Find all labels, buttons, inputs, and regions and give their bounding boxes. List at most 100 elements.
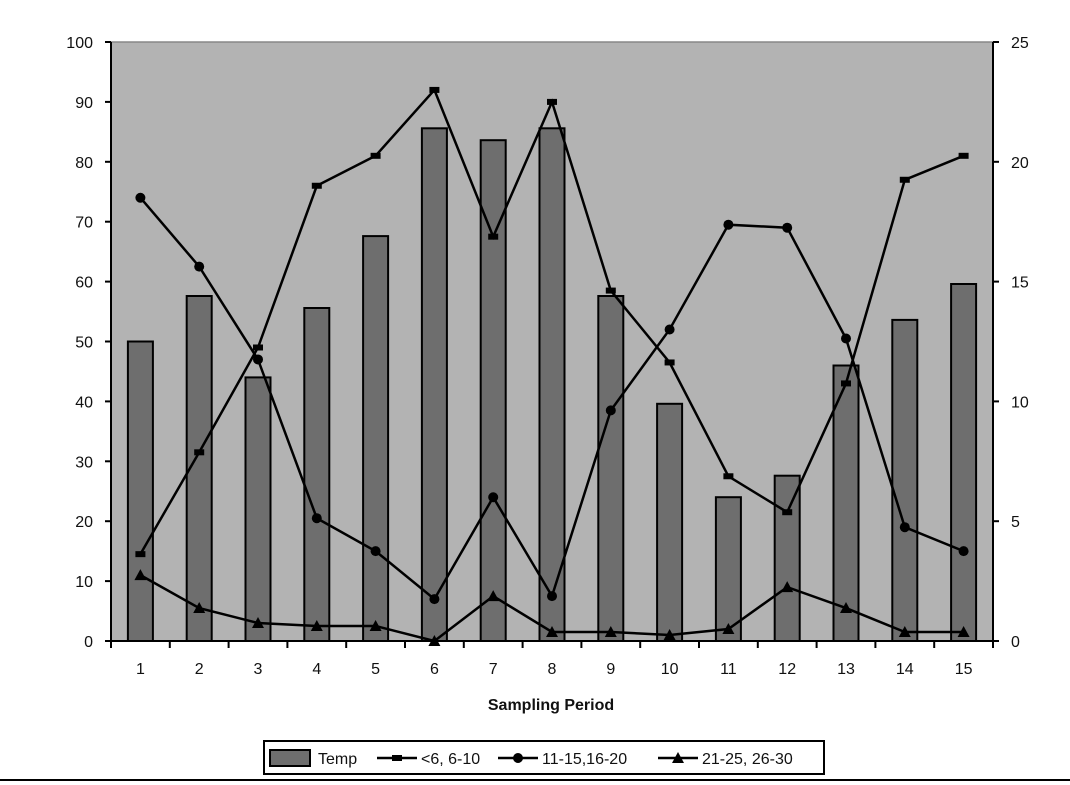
y-tick-label-left-10: 10 bbox=[75, 574, 93, 591]
y-tick-label-left-100: 100 bbox=[66, 35, 93, 52]
point-series-2-3 bbox=[253, 354, 263, 365]
y-tick-label-left-0: 0 bbox=[84, 634, 93, 651]
point-series-3-9 bbox=[604, 626, 617, 638]
y-tick-label-right-10: 10 bbox=[1011, 394, 1029, 411]
legend-label-series-1: <6, 6-10 bbox=[421, 751, 480, 768]
x-tick-label-2: 2 bbox=[195, 661, 204, 678]
x-tick-label-5: 5 bbox=[371, 661, 380, 678]
x-tick-label-12: 12 bbox=[778, 661, 796, 678]
lines-layer bbox=[134, 86, 970, 646]
point-series-1-1 bbox=[135, 551, 146, 558]
point-series-3-11 bbox=[722, 623, 735, 635]
legend-marker-series-1 bbox=[392, 755, 402, 761]
bar-temp-15 bbox=[950, 283, 978, 642]
point-series-3-2 bbox=[193, 602, 206, 614]
legend-swatch-temp bbox=[269, 749, 311, 767]
bar-temp-6 bbox=[420, 127, 448, 643]
x-tick-label-15: 15 bbox=[955, 661, 973, 678]
point-series-3-4 bbox=[310, 620, 323, 632]
point-series-1-6 bbox=[429, 86, 440, 93]
point-series-2-1 bbox=[135, 192, 146, 203]
point-series-3-3 bbox=[252, 617, 264, 629]
point-series-2-11 bbox=[723, 219, 734, 230]
legend-label-temp: Temp bbox=[318, 751, 357, 768]
bar-temp-7 bbox=[479, 139, 507, 642]
point-series-3-13 bbox=[840, 602, 852, 614]
bar-temp-8 bbox=[538, 127, 566, 643]
y-tick-label-left-90: 90 bbox=[75, 95, 93, 112]
y-tick-label-left-30: 30 bbox=[75, 454, 93, 471]
bar-temp-13 bbox=[832, 364, 860, 642]
x-tick-label-14: 14 bbox=[896, 661, 914, 678]
y-tick-label-left-20: 20 bbox=[75, 514, 93, 531]
point-series-2-12 bbox=[782, 222, 793, 233]
point-series-1-2 bbox=[194, 449, 205, 456]
point-series-1-3 bbox=[253, 344, 263, 351]
point-series-1-12 bbox=[782, 509, 793, 516]
point-series-2-13 bbox=[841, 333, 851, 344]
bar-temp-11 bbox=[714, 496, 742, 643]
x-tick-label-8: 8 bbox=[548, 661, 557, 678]
y-tick-label-left-80: 80 bbox=[75, 155, 93, 172]
point-series-3-10 bbox=[663, 629, 676, 641]
point-series-2-8 bbox=[547, 591, 557, 602]
x-tick-label-1: 1 bbox=[136, 661, 145, 678]
legend: Temp <6, 6-10 11-15,16-20 21-25, 26-30 bbox=[263, 740, 825, 775]
legend-marker-series-3 bbox=[672, 752, 684, 763]
y-tick-label-left-60: 60 bbox=[75, 275, 93, 292]
y-tick-label-right-15: 15 bbox=[1011, 275, 1029, 292]
point-series-2-7 bbox=[488, 492, 499, 503]
bar-temp-12 bbox=[773, 474, 801, 643]
x-tick-label-3: 3 bbox=[254, 661, 263, 678]
legend-box bbox=[263, 740, 825, 775]
point-series-1-7 bbox=[488, 233, 499, 240]
x-axis-title: Sampling Period bbox=[488, 697, 614, 714]
y-tick-label-left-40: 40 bbox=[75, 394, 93, 411]
bar-temp-9 bbox=[597, 295, 625, 642]
point-series-3-15 bbox=[957, 626, 970, 638]
point-series-2-15 bbox=[958, 546, 969, 557]
point-series-1-10 bbox=[664, 359, 675, 366]
point-series-3-14 bbox=[898, 626, 911, 638]
y-tick-label-right-0: 0 bbox=[1011, 634, 1020, 651]
point-series-1-5 bbox=[370, 152, 381, 159]
point-series-3-8 bbox=[546, 626, 558, 638]
y-tick-label-right-5: 5 bbox=[1011, 514, 1020, 531]
bar-temp-1 bbox=[126, 340, 154, 642]
point-series-1-15 bbox=[958, 152, 969, 159]
point-series-2-5 bbox=[370, 546, 381, 557]
x-tick-label-7: 7 bbox=[489, 661, 498, 678]
point-series-1-4 bbox=[311, 182, 322, 189]
bar-temp-14 bbox=[891, 318, 919, 642]
bar-temp-4 bbox=[303, 307, 331, 642]
point-series-1-13 bbox=[841, 380, 851, 387]
bars-layer bbox=[126, 127, 978, 643]
point-series-2-4 bbox=[311, 513, 322, 524]
legend-marker-series-2 bbox=[513, 753, 523, 763]
point-series-2-14 bbox=[899, 522, 910, 533]
x-tick-label-10: 10 bbox=[661, 661, 679, 678]
bar-temp-3 bbox=[244, 376, 272, 642]
bar-temp-5 bbox=[362, 235, 390, 642]
point-series-1-8 bbox=[547, 98, 557, 105]
point-series-3-7 bbox=[487, 590, 500, 602]
y-tick-label-right-25: 25 bbox=[1011, 35, 1029, 52]
x-tick-label-11: 11 bbox=[720, 661, 737, 678]
y-tick-label-left-70: 70 bbox=[75, 215, 93, 232]
point-series-1-14 bbox=[899, 176, 910, 183]
point-series-2-9 bbox=[605, 405, 616, 416]
point-series-2-10 bbox=[664, 324, 675, 335]
legend-label-series-2: 11-15,16-20 bbox=[542, 751, 627, 768]
point-series-1-9 bbox=[605, 287, 616, 294]
y-tick-label-right-20: 20 bbox=[1011, 155, 1029, 172]
x-tick-label-4: 4 bbox=[312, 661, 321, 678]
x-tick-label-9: 9 bbox=[606, 661, 615, 678]
point-series-3-12 bbox=[781, 581, 794, 593]
point-series-2-2 bbox=[194, 261, 205, 272]
point-series-3-1 bbox=[134, 569, 147, 581]
x-tick-label-6: 6 bbox=[430, 661, 439, 678]
point-series-1-11 bbox=[723, 473, 734, 480]
bar-temp-10 bbox=[656, 402, 684, 642]
